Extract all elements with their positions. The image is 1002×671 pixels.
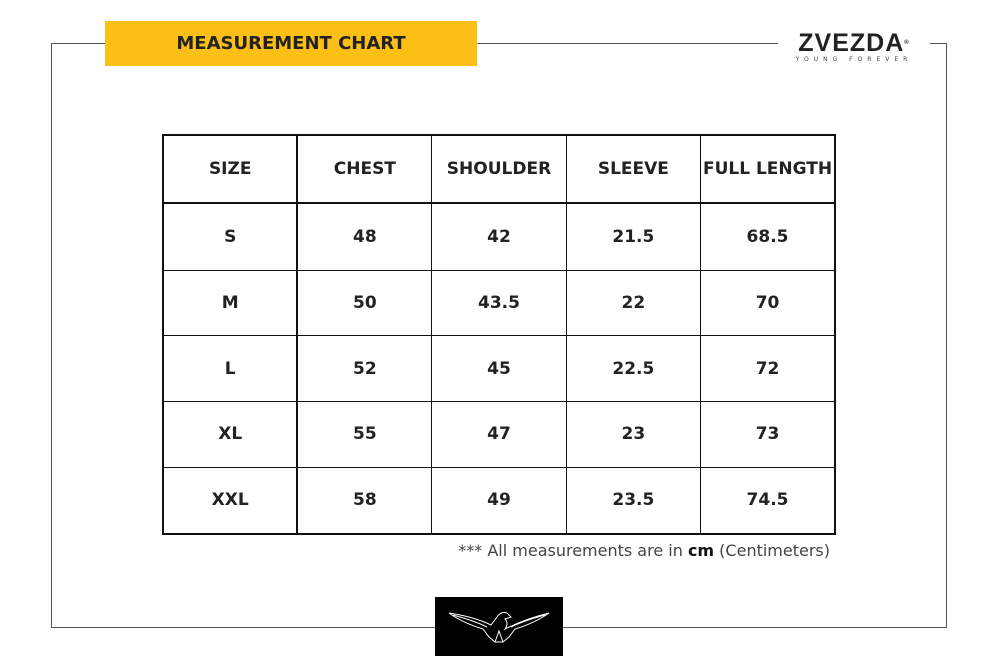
table-cell: 74.5	[700, 466, 836, 535]
units-note: *** All measurements are in cm (Centimet…	[458, 541, 830, 560]
table-cell: L	[162, 335, 299, 402]
header-cell: FULL LENGTH	[700, 134, 836, 205]
table-cell: 23.5	[565, 466, 702, 535]
table-cell: XXL	[162, 466, 299, 535]
table-row: XL 55 47 23 73	[162, 400, 836, 468]
table-cell: M	[162, 269, 299, 337]
table-cell: 42	[431, 202, 567, 271]
header-row: SIZE CHEST SHOULDER SLEEVE FULL LENGTH	[162, 134, 836, 205]
brand-logo: ZVEZDA® YOUNG FOREVER	[778, 30, 930, 64]
table-cell: 47	[431, 400, 567, 468]
table-cell: 43.5	[431, 269, 567, 337]
table-cell: 45	[431, 335, 567, 402]
table-cell: 55	[296, 400, 433, 468]
table-cell: S	[162, 202, 299, 271]
table-cell: 21.5	[565, 202, 702, 271]
table-cell: 50	[296, 269, 433, 337]
brand-tagline: YOUNG FOREVER	[795, 56, 913, 63]
measurement-table: SIZE CHEST SHOULDER SLEEVE FULL LENGTH S 48 42 2…	[162, 134, 836, 535]
header-cell: SHOULDER	[431, 134, 567, 205]
registered-mark: ®	[904, 40, 910, 46]
table-row: XXL 58 49 23.5 74.5	[162, 466, 836, 535]
table-cell: 58	[296, 466, 433, 535]
page-title: MEASUREMENT CHART	[105, 21, 477, 66]
table-cell: 23	[565, 400, 702, 468]
brand-name: ZVEZDA	[798, 29, 905, 57]
table-row: M 50 43.5 22 70	[162, 269, 836, 337]
table-cell: 52	[296, 335, 433, 402]
header-cell: SLEEVE	[565, 134, 702, 205]
table-cell: XL	[162, 400, 299, 468]
table-cell: 49	[431, 466, 567, 535]
header-cell: SIZE	[162, 134, 299, 205]
header-cell: CHEST	[296, 134, 433, 205]
table-cell: 73	[700, 400, 836, 468]
eagle-logo-icon	[435, 597, 563, 656]
table-row: L 52 45 22.5 72	[162, 335, 836, 402]
table-row: S 48 42 21.5 68.5	[162, 202, 836, 271]
table-cell: 22.5	[565, 335, 702, 402]
table-cell: 22	[565, 269, 702, 337]
table-cell: 48	[296, 202, 433, 271]
table-cell: 72	[700, 335, 836, 402]
table-cell: 68.5	[700, 202, 836, 271]
table-cell: 70	[700, 269, 836, 337]
